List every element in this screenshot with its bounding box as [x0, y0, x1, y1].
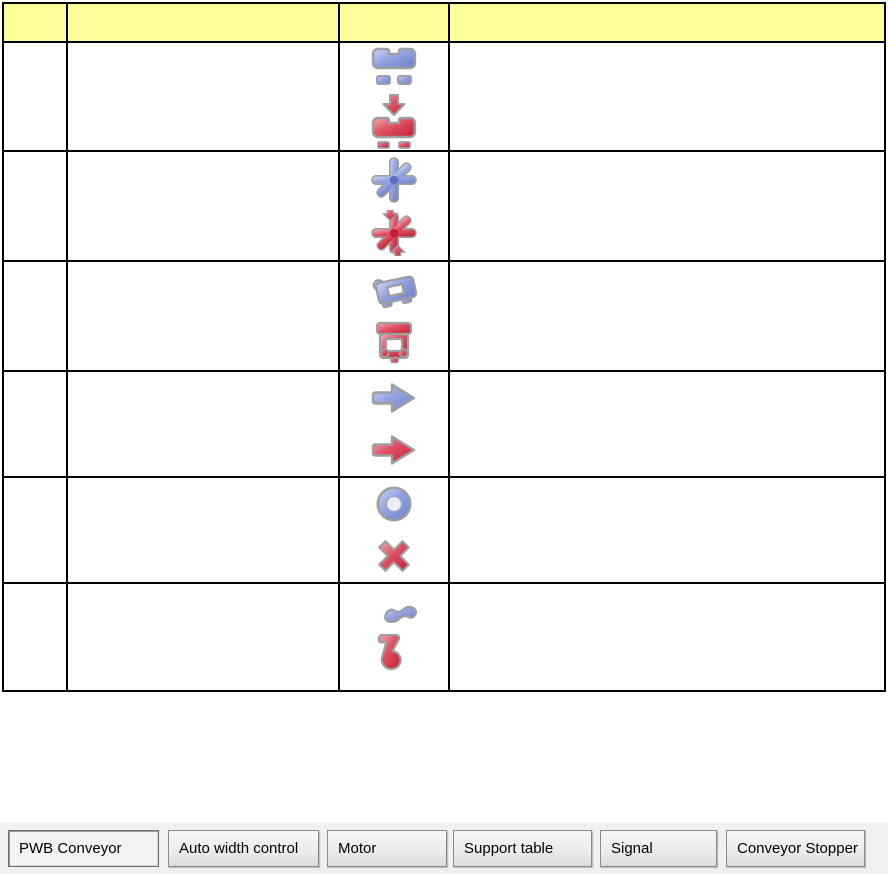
- tab-signal[interactable]: Signal: [600, 830, 717, 867]
- header-cell-1: [2, 2, 68, 43]
- motor-angled-blue-icon: [372, 275, 418, 308]
- table-row-conveyor-stopper: [2, 582, 886, 692]
- tab-support-table[interactable]: Support table: [453, 830, 592, 867]
- motor-front-red-icon: [375, 321, 413, 363]
- table-header-row: [2, 2, 886, 43]
- width-adjust-asterisk-arrows-red-icon: [371, 209, 417, 256]
- header-cell-2: [66, 2, 340, 43]
- table-row-support-table: [2, 370, 886, 478]
- table-row-signal: [2, 476, 886, 584]
- table-row-auto-width-control: [2, 150, 886, 262]
- table-row-motor: [2, 260, 886, 372]
- legend-table: [2, 2, 886, 692]
- tab-pwb-conveyor[interactable]: PWB Conveyor: [8, 830, 159, 867]
- tab-motor[interactable]: Motor: [327, 830, 447, 867]
- tab-bar: PWB Conveyor Auto width control Motor Su…: [0, 822, 888, 874]
- ring-blue-icon: [376, 486, 412, 522]
- stopper-up-hook-red-icon: [377, 633, 402, 670]
- header-cell-icon: [338, 2, 450, 43]
- cross-red-icon: [378, 540, 410, 572]
- arrow-right-red-icon: [371, 435, 416, 465]
- conveyor-rail-load-arrow-red-icon: [371, 93, 417, 149]
- header-cell-4: [448, 2, 886, 43]
- width-adjust-asterisk-blue-icon: [371, 156, 417, 203]
- conveyor-rail-blue-icon: [371, 47, 417, 85]
- table-row-pwb-conveyor: [2, 41, 886, 152]
- tab-auto-width-control[interactable]: Auto width control: [168, 830, 319, 867]
- arrow-right-blue-icon: [371, 383, 416, 413]
- tab-conveyor-stopper[interactable]: Conveyor Stopper: [726, 830, 865, 867]
- stopper-down-squiggle-blue-icon: [384, 605, 418, 623]
